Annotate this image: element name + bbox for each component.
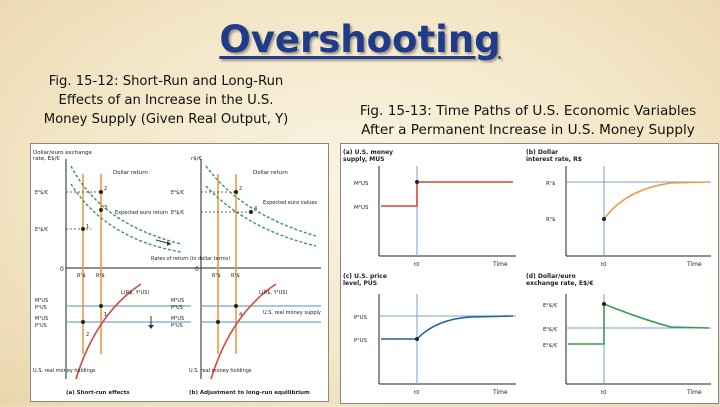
panel-c-x-label: Time <box>492 389 508 396</box>
yaxis-label-2: rate, E$/€ <box>33 156 60 162</box>
figure-15-12-diagram: Dollar/euro exchange rate, E$/€ r$/€ Dol… <box>33 150 321 396</box>
panel-a-title-2: supply, MUS <box>343 156 384 163</box>
tick-e2: E²$/€ <box>35 190 48 196</box>
origin-zero-a: 0 <box>60 266 64 273</box>
left-figure-caption: Fig. 15-12: Short-Run and Long-Run Effec… <box>18 72 314 129</box>
point-label-4: 2 <box>239 186 242 192</box>
panel-b-title-1: (b) Dollar <box>526 149 558 156</box>
panel-b-title-2: interest rate, R$ <box>526 156 582 163</box>
panel-d-x-tick: t0 <box>601 390 607 396</box>
tick-p1-b: P¹US <box>35 323 47 329</box>
tick-r2: R²$ <box>96 273 105 279</box>
yaxis-label-3: r$/€ <box>191 156 203 162</box>
panel-a-x-label: Time <box>492 261 508 268</box>
tick-p1: P¹US <box>35 305 47 311</box>
panel-c-title-2: level, PUS <box>343 280 377 287</box>
origin-zero-b: 0 <box>195 266 199 273</box>
dollar-return-label-b: Dollar return <box>253 170 288 176</box>
panel-a: (a) U.S. money supply, MUS M²US M¹US t0 … <box>343 149 516 268</box>
expected-euro-return-label: Expected euro return <box>115 210 168 216</box>
right-figure-caption: Fig. 15-13: Time Paths of U.S. Economic … <box>336 102 720 140</box>
panel-d-title-2: exchange rate, E$/€ <box>526 280 594 287</box>
point-label-3: 3 <box>104 205 107 211</box>
tick-m2b-right: M²US <box>171 316 184 322</box>
rates-of-return-label: Rates of return (in dollar terms) <box>151 256 230 262</box>
panel-a-label: (a) Short-run effects <box>66 390 130 396</box>
panel-b-label: (b) Adjustment to long-run equilibrium <box>189 390 310 396</box>
left-caption-line-1: Fig. 15-12: Short-Run and Long-Run <box>48 74 284 89</box>
panel-a-tick-2: M¹US <box>354 204 369 211</box>
tick-e3-b: E³$/€ <box>171 210 184 216</box>
panel-c-tick-2: P¹US <box>354 337 368 344</box>
right-caption-line-2: After a Permanent Increase in U.S. Money… <box>361 122 695 138</box>
tick-r2-right: R²$ <box>212 273 221 279</box>
panel-c: (c) U.S. price level, PUS P²US P¹US t0 T… <box>343 273 516 396</box>
figure-15-13: (a) U.S. money supply, MUS M²US M¹US t0 … <box>340 143 719 404</box>
point-label-6: 1 <box>104 312 107 318</box>
tick-e1: E¹$/€ <box>35 227 48 233</box>
left-caption-line-2: Effects of an Increase in the U.S. <box>58 93 274 108</box>
tick-m1: M¹US <box>35 316 48 322</box>
tick-e2-b: E²$/€ <box>171 190 184 196</box>
real-money-supply-label: U.S. real money supply <box>263 310 321 316</box>
panel-b-x-tick: t0 <box>601 262 607 268</box>
panel-b-tick-1: R¹$ <box>546 180 556 187</box>
tick-r1: R¹$ <box>77 273 86 279</box>
liquidity-label-a: L(R$, Y¹US) <box>121 290 149 296</box>
real-money-holdings-a: U.S. real money holdings <box>33 368 96 374</box>
panel-b: (b) Dollar interest rate, R$ R¹$ R²$ t0 … <box>526 149 711 268</box>
slide-title: Overshooting <box>219 18 501 61</box>
panel-d-tick-1: E²$/€ <box>543 302 558 309</box>
point-label-1: 2 <box>104 186 107 192</box>
panel-d-x-label: Time <box>686 389 702 396</box>
right-caption-line-1: Fig. 15-13: Time Paths of U.S. Economic … <box>359 103 697 119</box>
figure-15-12: Dollar/euro exchange rate, E$/€ r$/€ Dol… <box>30 143 329 402</box>
point-label-8: 4 <box>239 312 242 318</box>
panel-d: (d) Dollar/euro exchange rate, E$/€ E²$/… <box>526 273 711 396</box>
point-label-5: 4 <box>254 206 257 212</box>
figure-15-13-diagram: (a) U.S. money supply, MUS M²US M¹US t0 … <box>343 149 711 396</box>
tick-r1-right: R¹$ <box>231 273 240 279</box>
yaxis-label-1: Dollar/euro exchange <box>33 150 93 156</box>
real-money-holdings-b: U.S. real money holdings <box>189 368 252 374</box>
panel-c-tick-1: P²US <box>354 314 368 321</box>
point-label-7: 2 <box>86 332 89 338</box>
panel-a-title-1: (a) U.S. money <box>343 149 393 156</box>
left-caption-line-3: Money Supply (Given Real Output, Y) <box>43 112 289 127</box>
tick-p2-right: P²US <box>171 305 183 311</box>
panel-b-tick-2: R²$ <box>546 216 556 223</box>
liquidity-label-b: L(R$, Y¹US) <box>259 290 287 296</box>
panel-d-tick-2: E³$/€ <box>543 326 558 333</box>
panel-d-tick-3: E¹$/€ <box>543 342 558 349</box>
tick-m2: M²US <box>35 298 48 304</box>
panel-b-x-label: Time <box>686 261 702 268</box>
expected-euro-values-label: Expected euro values <box>263 200 317 206</box>
tick-p1-right: P¹US <box>171 323 183 329</box>
panel-a-tick-1: M²US <box>354 180 369 187</box>
panel-c-title-1: (c) U.S. price <box>343 273 387 280</box>
panel-c-x-tick: t0 <box>414 390 420 396</box>
panel-d-title-1: (d) Dollar/euro <box>526 273 576 280</box>
dollar-return-label-a: Dollar return <box>113 170 148 176</box>
tick-m2-right: M²US <box>171 298 184 304</box>
panel-a-x-tick: t0 <box>414 262 420 268</box>
point-label-2: 1 <box>86 224 89 230</box>
